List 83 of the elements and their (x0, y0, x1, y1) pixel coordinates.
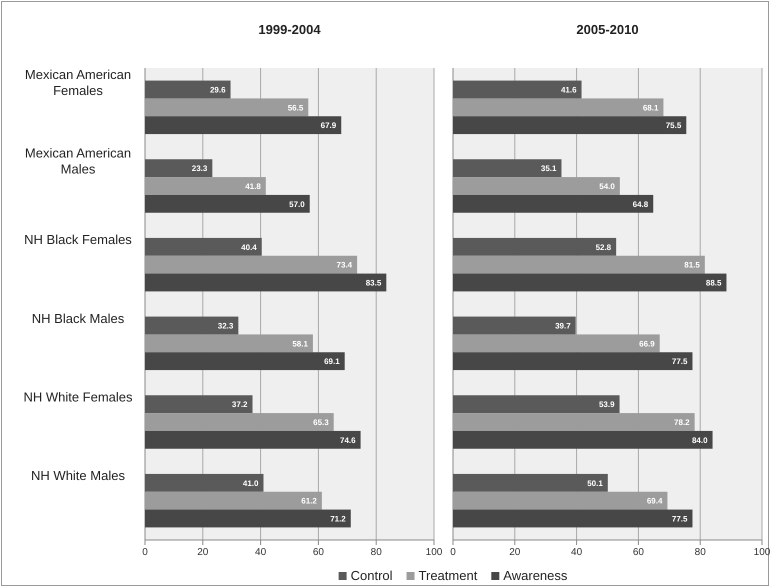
bar (145, 238, 262, 256)
data-label: 65.3 (313, 418, 330, 427)
data-label: 32.3 (218, 322, 234, 330)
data-label: 77.5 (672, 514, 688, 524)
bar (145, 352, 345, 370)
data-label: 68.1 (642, 103, 659, 112)
x-tick-label: 60 (312, 547, 324, 558)
data-label: 35.1 (540, 164, 557, 174)
y-tick-label: NH White Females (23, 390, 134, 404)
bar (453, 194, 654, 213)
bar (145, 510, 351, 528)
data-label: 66.9 (639, 339, 656, 348)
bar (453, 395, 620, 414)
bar (145, 395, 253, 414)
x-tick-label: 100 (426, 547, 443, 558)
data-label: 74.6 (340, 436, 356, 445)
x-tick-label: 40 (571, 547, 583, 558)
bar (453, 430, 713, 449)
x-tick-label: 40 (255, 547, 267, 558)
bar (145, 316, 238, 334)
bar (145, 116, 342, 134)
bar (145, 80, 231, 98)
data-label: 41.8 (245, 182, 262, 191)
data-label: 69.1 (324, 357, 340, 366)
bar (453, 159, 562, 178)
chart-title: 1999-2004 (258, 22, 322, 37)
data-label: 52.8 (596, 242, 612, 252)
x-tick-label: 80 (694, 547, 706, 558)
data-label: 83.5 (366, 278, 382, 288)
data-label: 69.4 (646, 496, 663, 506)
legend-label: Awareness (503, 568, 568, 583)
bar (145, 430, 361, 449)
data-label: 71.2 (330, 514, 346, 524)
y-tick-label: Mexican American Females (24, 66, 132, 98)
bar (453, 116, 686, 134)
data-label: 77.5 (672, 357, 688, 366)
data-label: 58.1 (292, 339, 308, 348)
data-label: 56.5 (288, 103, 304, 112)
data-label: 53.9 (598, 400, 616, 410)
data-label: 37.2 (232, 400, 248, 410)
x-tick-label: 20 (197, 547, 209, 558)
x-tick-label: 80 (370, 547, 382, 558)
bar (453, 474, 608, 492)
data-label: 29.6 (210, 86, 226, 94)
legend-label: Control (350, 568, 393, 583)
bar (145, 274, 386, 292)
x-tick-label: 20 (509, 547, 521, 558)
data-label: 50.1 (587, 478, 604, 488)
bar (145, 194, 310, 213)
data-label: 57.0 (289, 200, 306, 209)
chart-title: 2005-2010 (576, 22, 639, 37)
bar (453, 80, 582, 98)
data-label: 41.6 (560, 86, 578, 94)
data-label: 40.4 (241, 242, 258, 252)
bar (145, 159, 212, 178)
y-tick-label: NH White Males (31, 468, 126, 484)
data-label: 78.2 (674, 418, 690, 427)
legend-label: Treatment (418, 568, 478, 583)
data-label: 81.5 (684, 260, 700, 270)
bar (453, 274, 726, 292)
x-tick-label: 0 (450, 547, 456, 558)
bar (453, 352, 692, 370)
bar (453, 238, 616, 256)
bar (453, 316, 576, 334)
data-label: 23.3 (192, 164, 208, 174)
data-label: 61.2 (301, 496, 318, 506)
data-label: 54.0 (599, 182, 616, 191)
data-label: 88.5 (706, 278, 722, 288)
data-label: 67.9 (320, 121, 337, 130)
data-label: 39.7 (555, 322, 572, 330)
y-tick-label: Mexican American Males (24, 146, 132, 176)
data-label: 84.0 (692, 436, 708, 445)
x-tick-label: 0 (142, 547, 148, 558)
x-tick-label: 100 (754, 547, 771, 558)
bar (453, 510, 692, 528)
y-tick-label: NH Black Males (32, 310, 125, 326)
bar (145, 474, 264, 492)
data-label: 64.8 (632, 200, 649, 209)
x-tick-label: 60 (632, 547, 644, 558)
data-label: 75.5 (666, 121, 682, 130)
data-label: 41.0 (242, 478, 260, 488)
data-label: 73.4 (336, 260, 353, 270)
y-tick-label: NH Black Females (24, 232, 132, 248)
